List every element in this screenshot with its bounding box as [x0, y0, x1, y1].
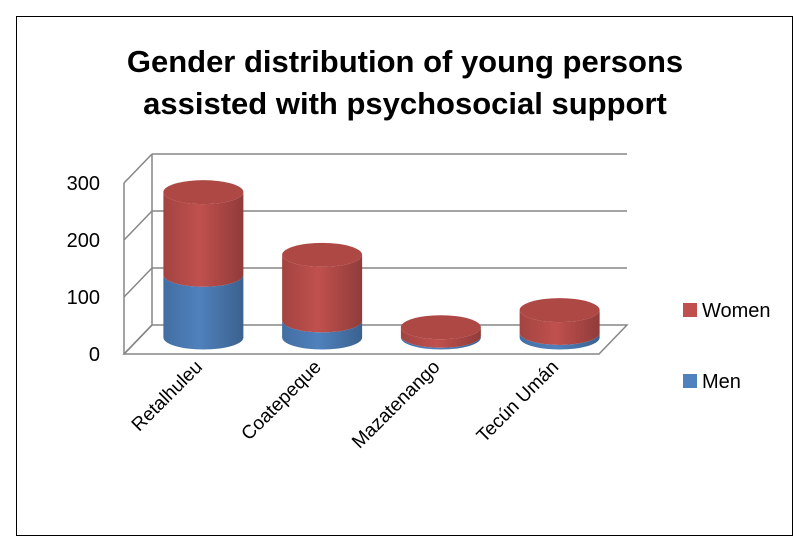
- x-tick-label: Retalhuleu: [128, 357, 207, 436]
- chart-frame: Gender distribution of young persons ass…: [16, 16, 793, 536]
- y-tick-label: 100: [67, 287, 100, 309]
- bar-body: [519, 310, 600, 345]
- side-gridline: [123, 153, 153, 184]
- side-gridline: [123, 324, 153, 355]
- side-gridline: [123, 267, 153, 298]
- bar-body: [163, 192, 244, 287]
- bar-top: [282, 242, 363, 267]
- side-gridline: [123, 210, 153, 241]
- legend-label: Men: [702, 371, 741, 393]
- x-tick-label: Mazatenango: [348, 357, 444, 453]
- legend-swatch: [683, 303, 697, 317]
- bar-segment: [163, 274, 244, 350]
- y-tick-label: 200: [67, 230, 100, 252]
- bar-body: [282, 254, 363, 333]
- chart-title-line-1: Gender distribution of young persons: [127, 44, 683, 79]
- bar-segment: [163, 180, 244, 287]
- x-tick-label: Coatepeque: [238, 357, 326, 445]
- bar-top: [163, 180, 244, 205]
- legend-swatch: [683, 374, 697, 388]
- x-axis-labels: Retalhuleu Coatepeque Mazatenango Tecún Umá…: [128, 357, 563, 453]
- chart-svg: Gender distribution of young persons ass…: [67, 44, 771, 453]
- bar-segment: [519, 332, 600, 350]
- bar-segment: [282, 242, 363, 333]
- x-tick-label: Tecún Umán: [473, 357, 563, 447]
- bars: [163, 180, 600, 350]
- bar-body: [163, 274, 244, 350]
- bar-body: [282, 320, 363, 350]
- y-tick-label: 0: [89, 344, 100, 366]
- bar-body: [519, 332, 600, 350]
- bar-segment: [282, 320, 363, 350]
- bar-segment: [400, 315, 481, 348]
- bar-body: [400, 327, 481, 348]
- y-tick-label: 300: [67, 173, 100, 195]
- legend-label: Women: [702, 300, 771, 322]
- chart-title-line-2: assisted with psychosocial support: [143, 86, 667, 121]
- bar-top: [519, 298, 600, 323]
- chart-title: Gender distribution of young persons ass…: [127, 44, 683, 121]
- legend: Women Men: [683, 300, 771, 393]
- bar-segment: [519, 298, 600, 345]
- bar-top: [400, 315, 481, 340]
- y-axis-ticks: 0 100 200 300: [67, 173, 100, 366]
